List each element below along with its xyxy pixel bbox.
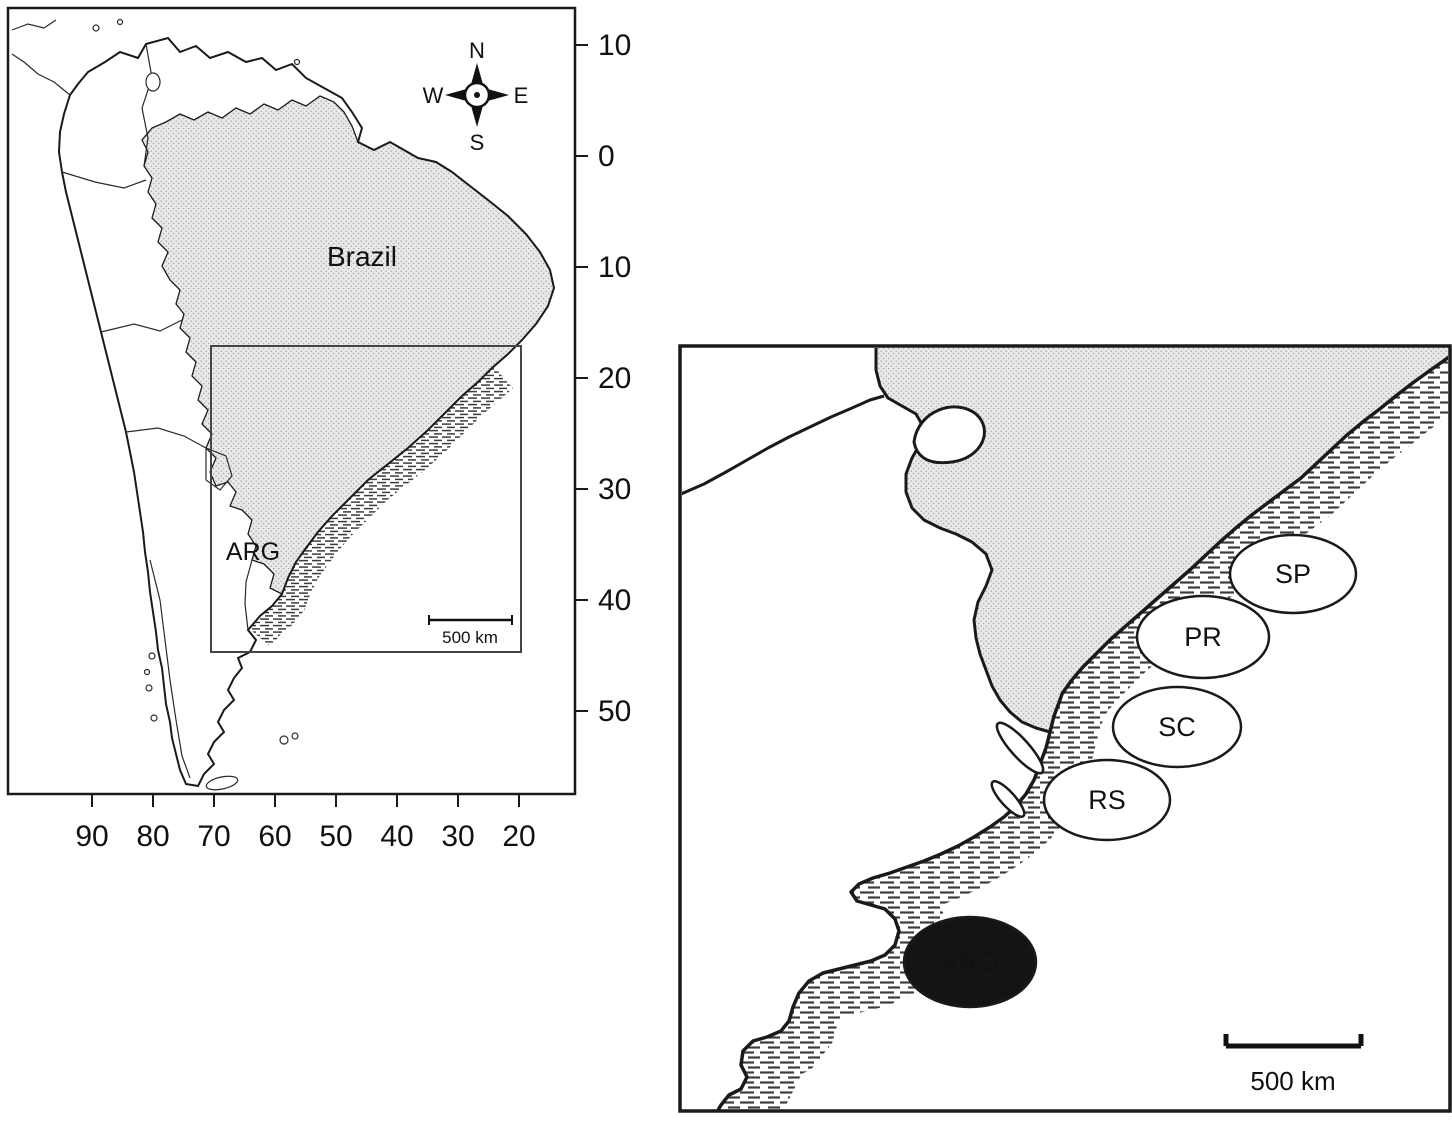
overview-panel-frame (6, 6, 577, 796)
compass-north-label: N (469, 38, 485, 63)
longitude-tick-label: 70 (197, 820, 230, 853)
latitude-tick-label: 0 (598, 140, 615, 173)
latitude-tick-label: 30 (598, 473, 631, 506)
longitude-tick-label: 20 (502, 820, 535, 853)
scale-bar-label-overview: 500 km (442, 628, 498, 647)
overview-map-panel: 500 km Brazil ARG N S W E (6, 6, 631, 853)
inset-brazil-shaded-region (876, 348, 1448, 732)
inset-coastline (716, 355, 1448, 1110)
longitude-tick-label: 30 (441, 820, 474, 853)
latitude-tick-label: 10 (598, 251, 631, 284)
south-america-outline (57, 36, 556, 788)
country-borders (61, 43, 253, 779)
latitude-tick-label: 10 (598, 29, 631, 62)
compass-center-dot (474, 92, 480, 98)
inset-country-borders (682, 348, 1051, 734)
region-label-arg: ARG (941, 947, 1000, 977)
coastal-islands (92, 18, 301, 791)
region-label-rs: RS (1088, 785, 1126, 815)
compass-rose: N S W E (423, 38, 529, 155)
latitude-tick-label: 20 (598, 362, 631, 395)
study-area-box (210, 345, 522, 653)
longitude-tick-label: 60 (258, 820, 291, 853)
inset-panel-frame (678, 344, 1452, 1113)
inset-map-panel: SP PR SC RS ARG 500 km (678, 344, 1452, 1113)
scale-bar-inset (1223, 1034, 1364, 1049)
compass-west-label: W (423, 83, 444, 108)
region-ellipse-sp (1228, 533, 1358, 615)
overview-coast-hatching (247, 365, 513, 647)
region-ellipse-sc (1111, 685, 1243, 769)
region-ellipse-arg (902, 915, 1038, 1009)
river-lobe (912, 405, 986, 465)
latitude-tick-label: 40 (598, 584, 631, 617)
central-america-fragments (11, 19, 71, 96)
region-label-pr: PR (1184, 622, 1222, 652)
region-label-sc: SC (1158, 712, 1196, 742)
longitude-tick-label: 80 (136, 820, 169, 853)
region-ellipse-pr (1135, 594, 1271, 680)
longitude-tick-label: 40 (380, 820, 413, 853)
argentina-label-overview: ARG (226, 538, 280, 566)
latitude-tick-label: 50 (598, 695, 631, 728)
region-markers: SP PR SC RS ARG (902, 533, 1358, 1009)
brazil-label: Brazil (327, 241, 397, 272)
compass-east-label: E (514, 83, 529, 108)
region-ellipse-rs (1042, 758, 1172, 842)
inset-landmass (682, 348, 1448, 1110)
coastal-lagoons (990, 721, 1045, 818)
region-label-sp: SP (1275, 559, 1311, 589)
scale-bar-overview (428, 615, 513, 625)
latitude-tick-marks (575, 44, 588, 712)
compass-south-label: S (470, 130, 485, 155)
longitude-tick-marks (91, 794, 520, 807)
longitude-axis: 90 80 70 60 50 40 30 20 (75, 820, 535, 853)
scale-bar-label-inset: 500 km (1250, 1066, 1335, 1096)
latitude-axis: 10 0 10 20 30 40 50 (598, 29, 631, 728)
longitude-tick-label: 90 (75, 820, 108, 853)
longitude-tick-label: 50 (319, 820, 352, 853)
